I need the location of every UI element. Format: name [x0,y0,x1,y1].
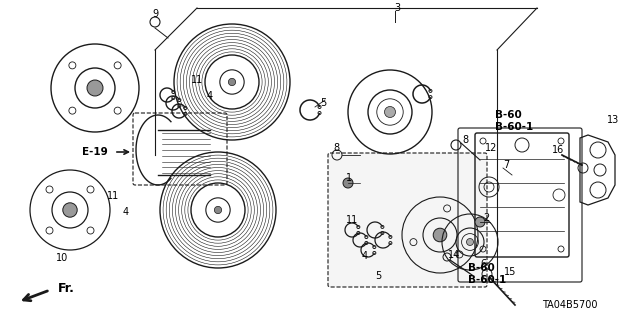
Circle shape [385,107,396,117]
Circle shape [467,239,474,246]
Text: 4: 4 [362,251,368,261]
Text: 5: 5 [320,98,326,108]
Text: 1: 1 [346,173,352,183]
Text: 3: 3 [394,3,400,13]
Text: 9: 9 [152,9,158,19]
Circle shape [214,206,221,214]
Text: B-60-1: B-60-1 [495,122,533,132]
Circle shape [228,78,236,85]
Text: B-60-1: B-60-1 [468,275,506,285]
Text: 7: 7 [503,160,509,170]
Text: 2: 2 [483,213,489,223]
Text: 13: 13 [607,115,619,125]
Text: 5: 5 [375,271,381,281]
Circle shape [87,80,103,96]
Circle shape [475,217,485,227]
Text: 4: 4 [123,207,129,217]
Text: 12: 12 [485,143,497,153]
Text: Fr.: Fr. [58,283,75,295]
Text: E-19: E-19 [83,147,108,157]
Circle shape [63,203,77,217]
Text: 10: 10 [56,253,68,263]
Circle shape [343,178,353,188]
Text: 16: 16 [552,145,564,155]
Text: 14: 14 [448,250,460,260]
Text: TA04B5700: TA04B5700 [542,300,598,310]
Text: 4: 4 [207,91,213,101]
Text: 11: 11 [107,191,119,201]
Text: B-60: B-60 [495,110,522,120]
Text: 8: 8 [462,135,468,145]
Text: B-60: B-60 [468,263,495,273]
Text: 8: 8 [333,143,339,153]
Text: 11: 11 [346,215,358,225]
Text: 15: 15 [504,267,516,277]
Circle shape [433,228,447,242]
FancyBboxPatch shape [328,153,487,287]
Text: 6: 6 [480,259,486,269]
Text: 11: 11 [191,75,203,85]
